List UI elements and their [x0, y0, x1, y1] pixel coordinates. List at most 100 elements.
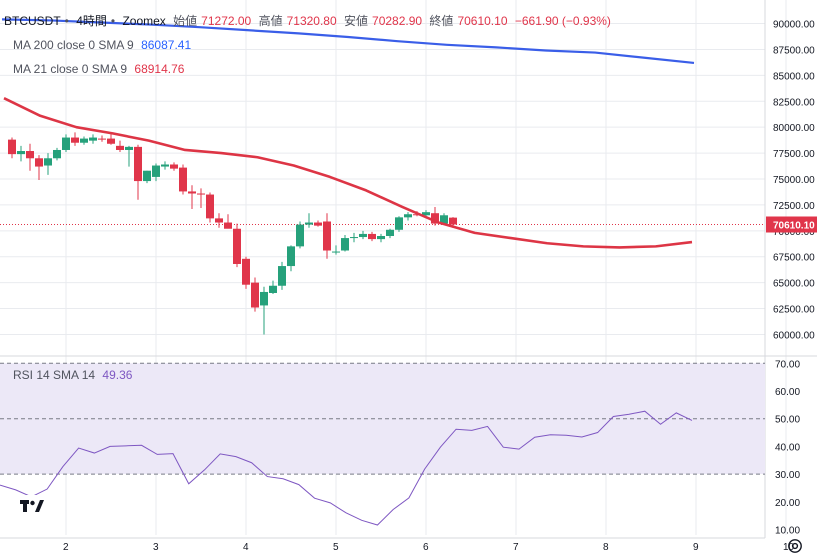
candle-body [395, 217, 403, 230]
candle-body [98, 138, 106, 140]
price-tick-label: 67500.00 [773, 253, 815, 264]
price-tick-label: 60000.00 [773, 330, 815, 341]
exchange: Zoomex [122, 14, 166, 28]
candle-body [242, 258, 250, 285]
time-tick-label: 5 [333, 542, 339, 553]
candle-body [62, 137, 70, 150]
ma200-label: MA 200 close 0 SMA 9 [13, 38, 134, 52]
tradingview-logo-icon[interactable] [17, 495, 47, 517]
candle-body [152, 165, 160, 177]
price-tick-label: 85000.00 [773, 71, 815, 82]
open-label: 始値 [173, 14, 198, 28]
candle-body [143, 170, 151, 182]
open-value: 71272.00 [201, 14, 252, 28]
candle-body [107, 138, 115, 144]
rsi-tick-label: 40.00 [775, 442, 800, 453]
rsi-tick-label: 20.00 [775, 498, 800, 509]
price-tick-label: 82500.00 [773, 97, 815, 108]
rsi-tick-label: 60.00 [775, 387, 800, 398]
time-tick-label: 3 [153, 542, 159, 553]
rsi-line [0, 410, 693, 526]
price-tick-label: 87500.00 [773, 45, 815, 56]
symbol-legend: BTCUSDT • 4時間 • Zoomex 始値 71272.00 高値 71320.… [4, 12, 615, 29]
ma21-legend[interactable]: MA 21 close 0 SMA 9 68914.76 [13, 62, 188, 76]
price-tick-label: 65000.00 [773, 279, 815, 290]
ma21-line-group [3, 96, 693, 249]
interval: 4時間 [76, 14, 107, 28]
ma200-line [1, 18, 695, 65]
time-tick-label: 8 [603, 542, 609, 553]
candle-body [377, 236, 385, 240]
high-value: 71320.80 [286, 14, 337, 28]
candle-body [269, 285, 277, 293]
change-value: −661.90 (−0.93%) [514, 14, 611, 28]
candle-body [125, 146, 133, 150]
rsi-tick-label: 10.00 [775, 525, 800, 536]
candle-body [323, 221, 331, 251]
candle-body [89, 137, 97, 141]
candle-body [8, 139, 16, 155]
candle-body [431, 213, 439, 224]
time-tick-label: 4 [243, 542, 249, 553]
high-label: 高値 [258, 14, 283, 28]
candle-body [80, 138, 88, 143]
candle-body [440, 215, 448, 224]
candle-body [116, 145, 124, 150]
close-label: 終値 [429, 14, 454, 28]
ma200-value: 86087.41 [141, 38, 192, 52]
price-tick-label: 80000.00 [773, 123, 815, 134]
candle-body [260, 291, 268, 306]
candle-body [233, 228, 241, 264]
candle-body [179, 167, 187, 192]
candle-body [53, 149, 61, 159]
candle-body [314, 222, 322, 226]
candle-body [296, 224, 304, 247]
candle-body [197, 193, 205, 195]
symbol-name[interactable]: BTCUSDT [4, 14, 61, 28]
candle-body [287, 246, 295, 267]
candle-body [413, 214, 421, 216]
time-tick-label: 2 [63, 542, 69, 553]
ma200-legend[interactable]: MA 200 close 0 SMA 9 86087.41 [13, 38, 195, 52]
gear-icon[interactable] [786, 537, 804, 555]
time-tick-label: 9 [693, 542, 699, 553]
candle-body [386, 229, 394, 236]
candle-body [368, 233, 376, 240]
candle-body [422, 212, 430, 216]
candle-body [278, 266, 286, 286]
price-tick-label: 77500.00 [773, 149, 815, 160]
candle-body [71, 137, 79, 143]
rsi-pane [0, 362, 765, 526]
time-axis: 2 3 4 5 6 7 8 9 10 [63, 542, 795, 553]
candle-body [44, 158, 52, 166]
rsi-tick-label: 50.00 [775, 415, 800, 426]
candle-body [206, 194, 214, 219]
price-tick-label: 62500.00 [773, 305, 815, 316]
rsi-tick-label: 30.00 [775, 470, 800, 481]
candle-body [215, 218, 223, 223]
rsi-legend[interactable]: RSI 14 SMA 14 49.36 [13, 368, 136, 382]
ma200-line-group [1, 18, 695, 65]
price-tick-label: 72500.00 [773, 201, 815, 212]
legend-dot: • [64, 14, 69, 28]
last-price-label: 70610.10 [773, 220, 815, 231]
last-price-tag [766, 216, 817, 233]
rsi-value: 49.36 [102, 368, 133, 382]
candles-group [8, 132, 457, 335]
ma21-label: MA 21 close 0 SMA 9 [13, 62, 128, 76]
candle-body [251, 282, 259, 308]
candle-body [26, 151, 34, 159]
candle-body [359, 233, 367, 238]
candle-body [305, 222, 313, 225]
close-value: 70610.10 [457, 14, 508, 28]
candle-body [188, 191, 196, 194]
price-tick-label: 90000.00 [773, 20, 815, 31]
ma21-line [3, 96, 693, 249]
time-tick-label: 6 [423, 542, 429, 553]
candle-body [161, 164, 169, 167]
candle-body [350, 237, 358, 239]
candle-body [224, 222, 232, 229]
legend-dot: • [110, 14, 116, 28]
candle-body [449, 217, 457, 225]
